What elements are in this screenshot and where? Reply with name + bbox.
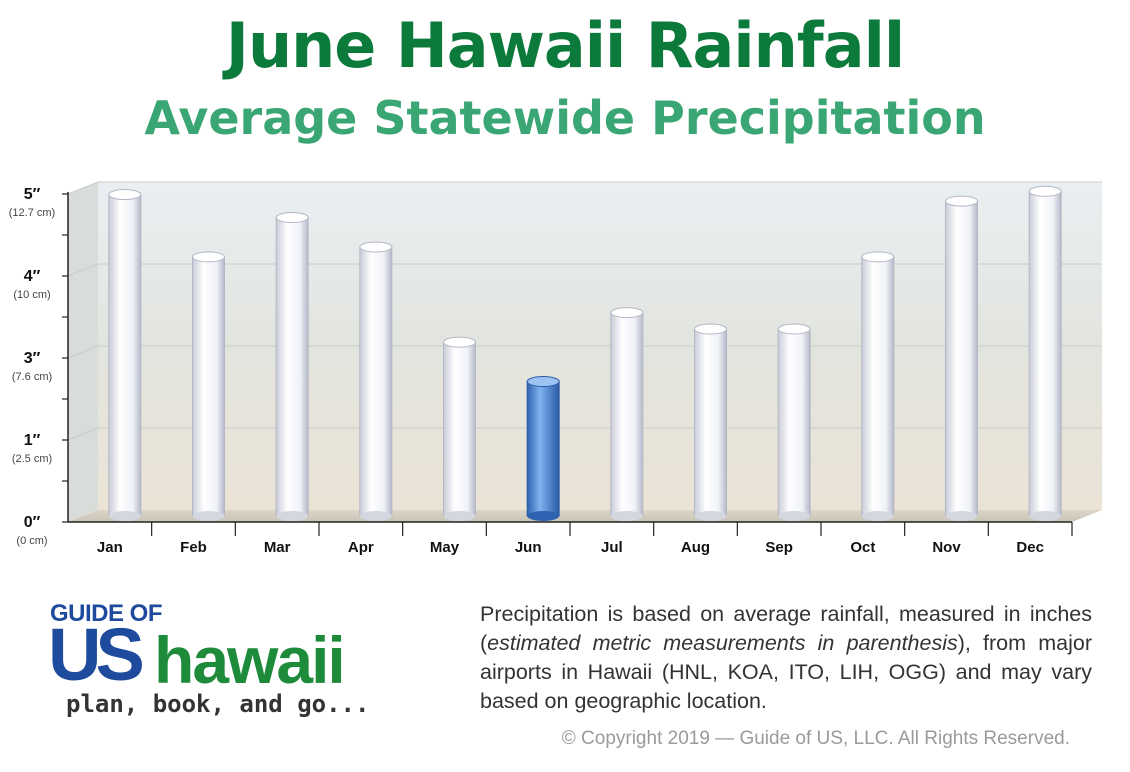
bar-body [443,341,476,517]
bar-oct [861,251,895,521]
x-axis-labels: Jan Feb Mar Apr May Jun Jul Aug Sep Oct Nov Dec [97,539,1044,556]
note-part2: ), from major airports in Hawaii (HNL, K… [480,631,1092,713]
grid-lines [67,181,1102,441]
logo-text-top: GUIDE OF [50,600,163,627]
x-tick-label: Jun [515,539,542,556]
y-tick-label: 4″ [24,268,41,285]
rainfall-bar-chart: 0″ (0 cm) 1″ (2.5 cm) 3″ (7.6 cm) 4″ (10 cm) 5″ (… [9,181,1102,556]
bar-feb [192,251,225,521]
bar-cap [359,241,393,253]
bar-cap [108,189,142,201]
bar-body [945,200,978,517]
bar-aug [694,323,727,521]
bar-body [861,256,895,517]
bar-body [359,246,393,517]
x-tick-label: Feb [180,539,207,556]
note-italic: estimated metric measurements in parenth… [487,631,958,655]
logo-text-us: US [48,613,145,696]
y-tick-sublabel: (12.7 cm) [9,207,55,219]
x-tick-label: Jul [601,539,623,556]
bar-body [275,217,309,517]
bar-cap [275,212,309,224]
bar-base [108,511,141,521]
chart-subtitle: Average Statewide Precipitation [144,91,986,145]
bar-body [526,381,560,517]
bar-apr [359,241,393,521]
x-tick-label: Oct [850,539,875,556]
y-tick-sublabel: (10 cm) [13,289,50,301]
bar-nov [945,195,978,521]
x-tick-label: Nov [932,539,961,556]
bar-base [359,511,392,521]
bar-jun [526,376,560,521]
bar-cap [945,195,978,207]
floor [68,510,1102,522]
bar-dec [1028,185,1062,521]
bar-cap [861,251,895,263]
y-tick-sublabel: (0 cm) [16,535,47,547]
x-tick-label: Dec [1016,539,1044,556]
bar-base [778,511,811,521]
bar-body [108,194,142,517]
bar-base [443,511,476,521]
bar-mar [275,212,309,521]
x-tick-label: Aug [681,539,710,556]
y-tick-label: 0″ [24,514,41,531]
bar-base [1029,511,1062,521]
y-axis-labels: 0″ (0 cm) 1″ (2.5 cm) 3″ (7.6 cm) 4″ (10 cm) 5″ (… [9,186,55,547]
x-tick-label: Mar [264,539,291,556]
bar-jan [108,189,142,521]
logo-text-hawaii: hawaii [154,623,346,697]
precipitation-note: Precipitation is based on average rainfa… [480,600,1092,716]
note-part1: Precipitation is based on average rainfa… [480,602,1092,655]
x-tick-label: May [430,539,460,556]
bars-group [108,185,1062,521]
y-tick-sublabel: (2.5 cm) [12,453,52,465]
bar-base [192,511,225,521]
bar-sep [777,323,811,521]
x-tick-label: Apr [348,539,374,556]
bar-jul [610,307,644,521]
bar-base [276,511,309,521]
logo-tagline: plan, book, and go... [66,690,370,718]
axes-group [62,192,1073,536]
bar-body [777,328,811,517]
bar-may [443,336,476,521]
copyright-text: © Copyright 2019 — Guide of US, LLC. All… [561,728,1070,749]
x-tick-label: Sep [765,539,793,556]
chart-title: June Hawaii Rainfall [225,9,905,82]
bar-cap [1028,185,1062,197]
guide-of-us-hawaii-logo: GUIDE OF US hawaii plan, book, and go... [48,600,420,730]
bar-body [192,256,225,517]
bar-base [861,511,894,521]
bar-base [527,511,560,521]
bar-cap [777,323,811,335]
y-tick-label: 1″ [24,432,41,449]
y-tick-sublabel: (7.6 cm) [12,371,52,383]
grid-line [67,181,1102,195]
grid-line [67,345,1102,359]
y-tick-label: 5″ [24,186,41,203]
bar-base [610,511,643,521]
bar-cap [610,307,644,319]
bar-body [694,328,727,517]
bar-base [945,511,978,521]
bar-cap [443,336,476,348]
bar-cap [192,251,225,263]
bar-base [694,511,727,521]
x-tick-label: Jan [97,539,123,556]
bar-cap [694,323,727,335]
grid-line [67,263,1102,277]
bar-body [610,312,644,517]
bar-body [1028,190,1062,517]
bar-cap [526,376,560,388]
grid-line [67,427,1102,441]
y-tick-label: 3″ [24,350,41,367]
